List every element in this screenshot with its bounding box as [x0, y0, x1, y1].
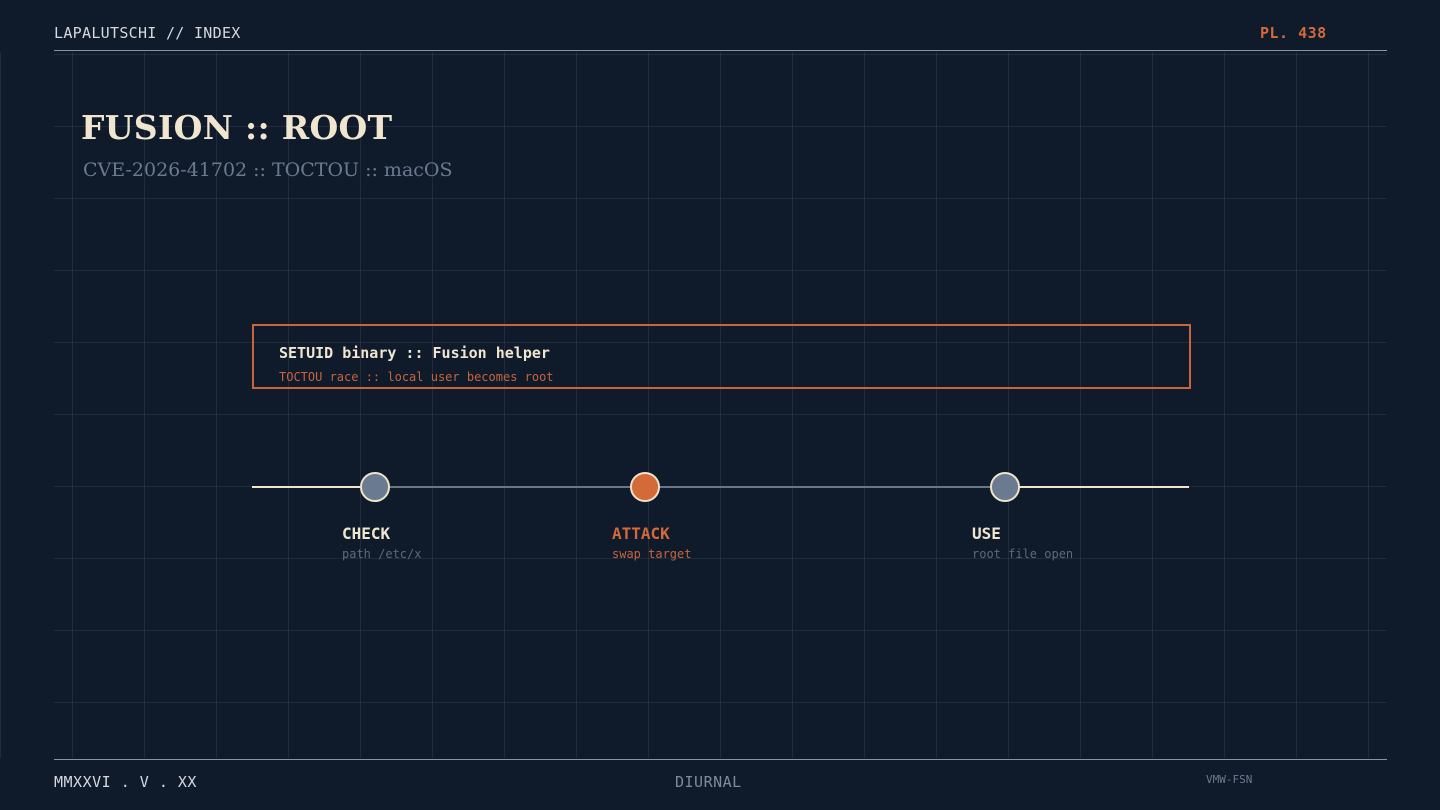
callout-title: SETUID binary :: Fusion helper: [279, 344, 550, 362]
step-node-attack: [630, 472, 660, 502]
background-grid: [54, 52, 1387, 758]
page-subtitle: CVE-2026-41702 :: TOCTOU :: macOS: [83, 159, 453, 181]
header-divider: [54, 50, 1387, 51]
step-label-use: USE: [972, 524, 1001, 543]
step-node-check: [360, 472, 390, 502]
step-sub-attack: swap target: [612, 547, 692, 561]
footer-date: MMXXVI . V . XX: [54, 773, 197, 791]
plate-number: PL. 438: [1260, 24, 1327, 42]
timeline-start-segment: [252, 486, 360, 488]
callout-box: SETUID binary :: Fusion helper TOCTOU ra…: [252, 324, 1191, 389]
page-title: FUSION :: ROOT: [81, 108, 393, 147]
header-title: LAPALUTSCHI // INDEX: [54, 24, 241, 42]
timeline-end-segment: [1019, 486, 1189, 488]
step-node-use: [990, 472, 1020, 502]
step-sub-use: root file open: [972, 547, 1074, 561]
callout-subtitle: TOCTOU race :: local user becomes root: [279, 370, 554, 384]
step-sub-check: path /etc/x: [342, 547, 422, 561]
footer-code: VMW-FSN: [1206, 773, 1253, 786]
footer-label: DIURNAL: [675, 773, 742, 791]
step-label-check: CHECK: [342, 524, 391, 543]
timeline-track: [252, 486, 1189, 488]
footer-divider: [54, 759, 1387, 760]
step-label-attack: ATTACK: [612, 524, 670, 543]
left-edge-line: [0, 52, 1, 758]
